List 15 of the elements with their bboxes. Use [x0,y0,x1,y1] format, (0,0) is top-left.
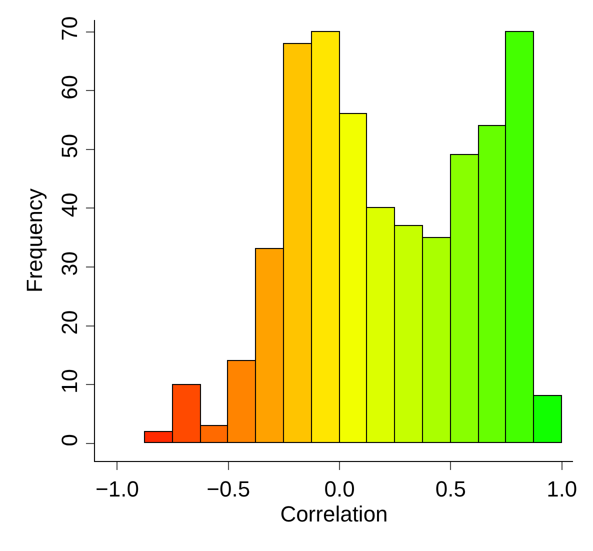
x-axis-title: Correlation [280,501,388,526]
y-tick-label: 40 [57,192,82,218]
y-tick-label: 0 [57,434,82,446]
x-tick-label: −0.5 [206,476,250,502]
y-tick-label: 30 [57,251,82,276]
y-tick-label: 10 [57,369,82,394]
x-tick-label: 0.5 [435,476,466,502]
y-tick-label: 70 [57,16,82,41]
x-tick-label: 0.0 [324,476,355,502]
y-tick-label: 20 [57,310,82,335]
y-tick-label: 50 [57,134,82,158]
y-tick-label: 60 [57,75,82,100]
x-tick-label: −1.0 [96,476,139,502]
x-tick-label: 1.0 [546,476,578,502]
y-axis-title: Frequency [22,188,47,292]
